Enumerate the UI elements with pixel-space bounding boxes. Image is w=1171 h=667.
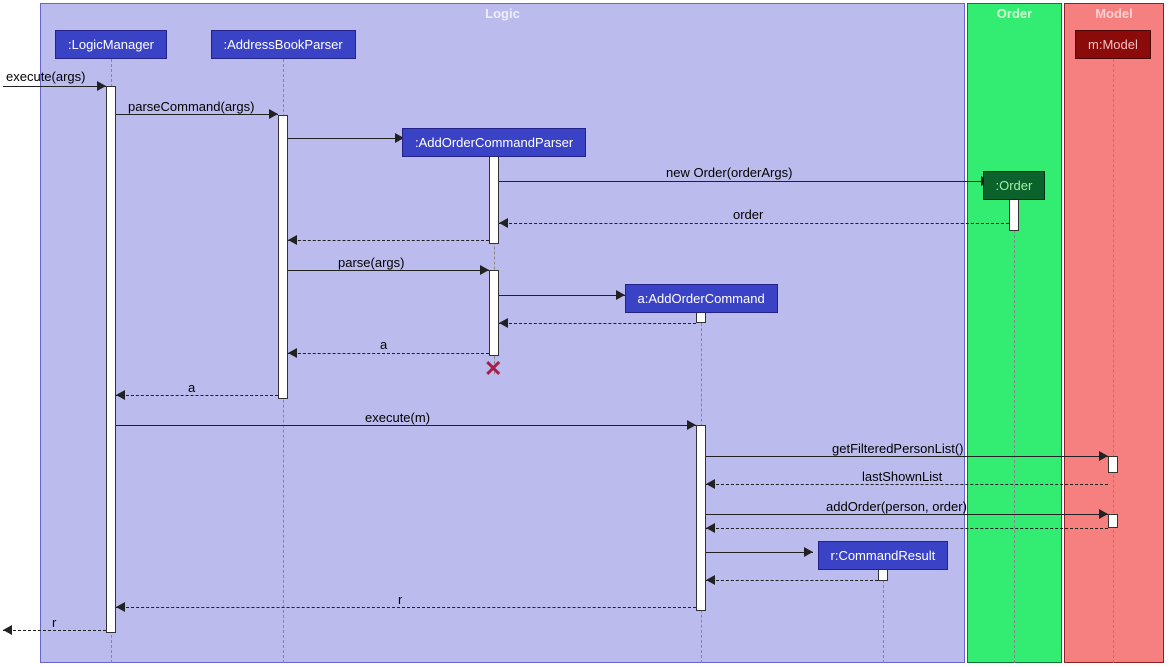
message-arrowhead-9 [288, 348, 297, 358]
message-arrowhead-6 [480, 265, 489, 275]
region-header-order: Order [968, 4, 1061, 23]
message-arrowhead-16 [804, 547, 813, 557]
message-label-10: a [188, 380, 195, 395]
message-arrowhead-0 [97, 81, 106, 91]
message-line-5 [288, 240, 489, 241]
message-line-18 [116, 607, 696, 608]
region-header-model: Model [1065, 4, 1163, 23]
message-line-4 [499, 223, 1009, 224]
message-label-0: execute(args) [6, 69, 85, 84]
message-arrowhead-8 [499, 318, 508, 328]
message-arrowhead-17 [706, 575, 715, 585]
participant-modelObj: m:Model [1075, 30, 1151, 59]
activation-0 [106, 86, 116, 633]
message-arrowhead-1 [269, 109, 278, 119]
message-line-11 [116, 425, 696, 426]
participant-cmdResult: r:CommandResult [818, 541, 949, 570]
message-label-19: r [52, 615, 56, 630]
message-label-18: r [398, 592, 402, 607]
message-label-11: execute(m) [365, 410, 430, 425]
participant-orderObj: :Order [983, 171, 1046, 200]
message-arrowhead-13 [706, 479, 715, 489]
message-line-19 [3, 630, 106, 631]
message-arrowhead-10 [116, 390, 125, 400]
message-line-9 [288, 353, 489, 354]
lifeline-modelObj [1113, 54, 1114, 663]
message-arrowhead-12 [1099, 451, 1108, 461]
message-line-12 [706, 456, 1108, 457]
participant-addOrder: a:AddOrderCommand [625, 284, 778, 313]
participant-aocParser: :AddOrderCommandParser [402, 128, 586, 157]
activation-7 [1108, 456, 1118, 473]
message-arrowhead-11 [687, 420, 696, 430]
message-line-1 [116, 114, 278, 115]
message-arrowhead-18 [116, 602, 125, 612]
message-label-9: a [380, 337, 387, 352]
message-arrowhead-19 [3, 625, 12, 635]
message-label-14: addOrder(person, order) [826, 499, 967, 514]
participant-logicMgr: :LogicManager [55, 30, 167, 59]
participant-abParser: :AddressBookParser [211, 30, 356, 59]
activation-4 [489, 270, 499, 356]
message-arrowhead-14 [1099, 509, 1108, 519]
message-label-6: parse(args) [338, 255, 404, 270]
message-line-10 [116, 395, 278, 396]
message-label-1: parseCommand(args) [128, 99, 254, 114]
message-line-6 [288, 270, 489, 271]
activation-6 [696, 425, 706, 611]
activation-8 [1108, 514, 1118, 528]
message-arrowhead-15 [706, 523, 715, 533]
message-line-14 [706, 514, 1108, 515]
lifeline-orderObj [1014, 195, 1015, 663]
message-line-0 [3, 86, 106, 87]
message-line-17 [706, 580, 878, 581]
message-arrowhead-4 [499, 218, 508, 228]
region-header-logic: Logic [41, 4, 964, 23]
activation-1 [278, 115, 288, 399]
message-line-16 [706, 552, 813, 553]
message-line-3 [499, 181, 990, 182]
message-line-8 [499, 323, 696, 324]
message-label-3: new Order(orderArgs) [666, 165, 792, 180]
destroy-icon: ✕ [484, 356, 502, 382]
message-line-15 [706, 528, 1108, 529]
message-arrowhead-5 [288, 235, 297, 245]
message-label-4: order [733, 207, 763, 222]
activation-3 [1009, 195, 1019, 231]
message-label-13: lastShownList [862, 469, 942, 484]
activation-2 [489, 155, 499, 244]
message-line-7 [499, 295, 625, 296]
message-label-12: getFilteredPersonList() [832, 441, 964, 456]
region-model: Model [1064, 3, 1164, 663]
message-line-13 [706, 484, 1108, 485]
message-line-2 [288, 138, 404, 139]
